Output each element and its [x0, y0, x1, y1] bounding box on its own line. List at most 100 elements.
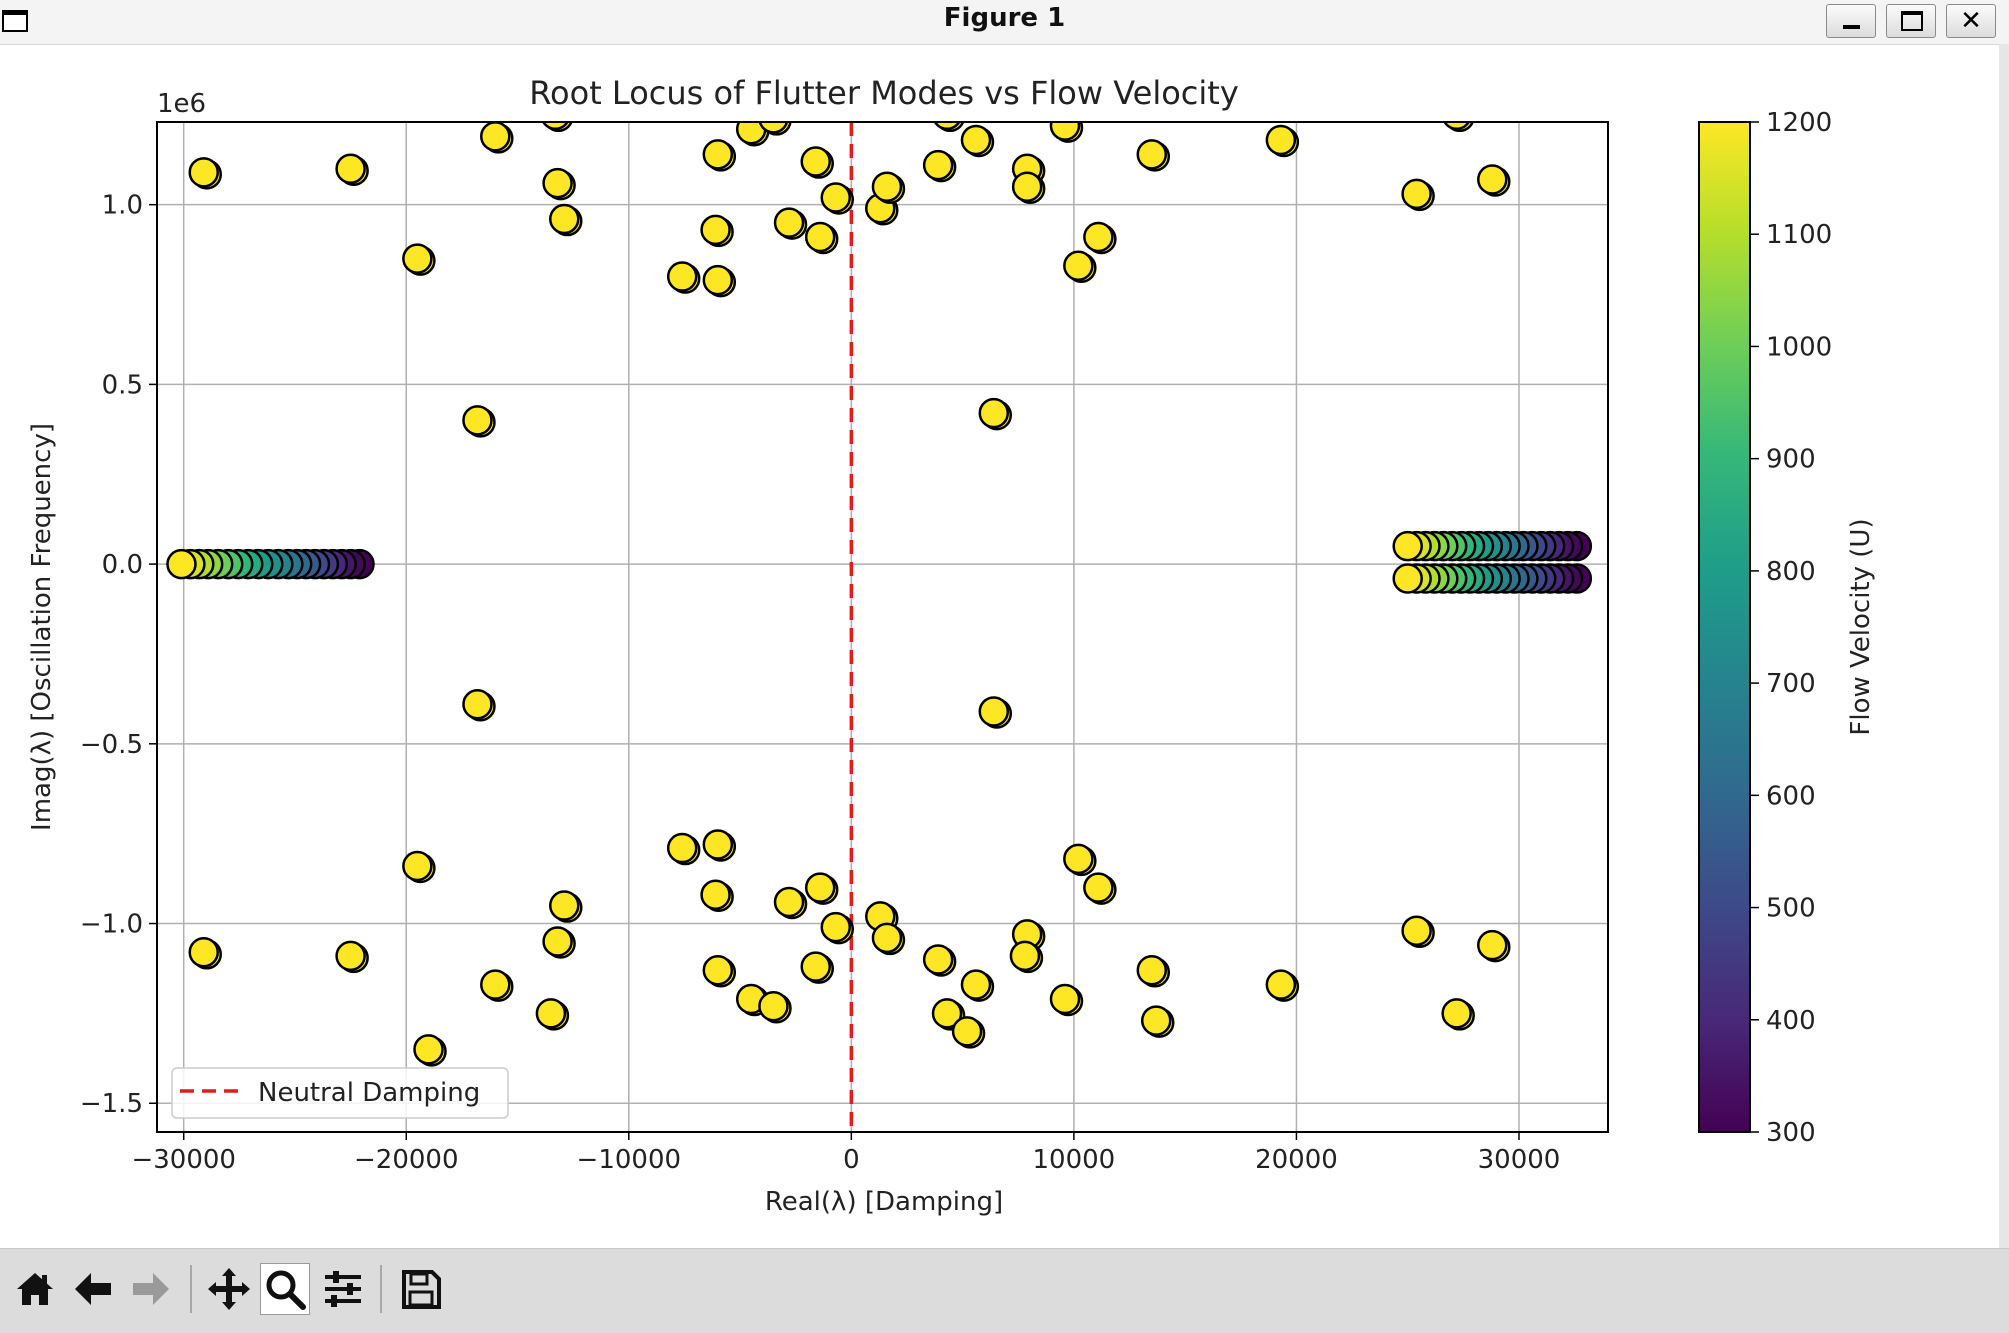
- pan-button[interactable]: [204, 1263, 254, 1315]
- home-button[interactable]: [10, 1263, 60, 1315]
- y-tick-label: −1.0: [80, 910, 143, 940]
- maximize-icon: [1901, 11, 1923, 31]
- scatter-point: [1477, 164, 1508, 195]
- y-axis-ticks: −1.5 −1.0 −0.5 0.0 0.5 1.0: [80, 191, 157, 1119]
- scatter-point: [402, 850, 433, 882]
- scatter-point: [335, 153, 366, 184]
- scatter-point: [1401, 915, 1432, 946]
- scatter-point: [188, 937, 219, 968]
- zoom-button[interactable]: [260, 1263, 310, 1315]
- scatter-point: [702, 829, 734, 860]
- scatter-point: [1063, 250, 1094, 282]
- scatter-point-real-axis: [166, 548, 197, 580]
- y-tick-label: 0.0: [102, 550, 143, 580]
- scatter-point: [804, 221, 836, 253]
- scatter-point: [702, 264, 734, 296]
- back-button[interactable]: [68, 1263, 118, 1315]
- scatter-point: [1477, 929, 1508, 961]
- y-tick-label: 0.5: [102, 370, 143, 400]
- x-tick-label: −10000: [577, 1145, 682, 1175]
- scatter-point: [960, 124, 992, 156]
- scatter-point: [922, 944, 954, 975]
- navigation-toolbar: [0, 1248, 2009, 1333]
- arrow-left-icon: [75, 1273, 111, 1305]
- scatter-point: [922, 149, 954, 181]
- scatter-point: [535, 998, 567, 1029]
- scatter-point: [800, 146, 831, 177]
- y-tick-label: −1.5: [80, 1089, 143, 1119]
- scatter-point: [978, 696, 1010, 727]
- plot-frame: [156, 121, 1609, 1133]
- scatter-point: [335, 940, 366, 972]
- x-axis-ticks: −30000 −20000 −10000 0 10000 20000 30000: [131, 1132, 1560, 1175]
- colorbar-ticks: 300 400 500 600 700 800 900 1000 1100 1200: [1750, 108, 1832, 1148]
- figure-canvas[interactable]: Root Locus of Flutter Modes vs Flow Velo…: [0, 44, 1999, 1248]
- colorbar-tick-label: 1200: [1766, 108, 1832, 138]
- scatter-point: [960, 969, 992, 1000]
- magnifier-icon: [266, 1270, 306, 1310]
- colorbar-tick-label: 1000: [1766, 332, 1832, 362]
- scatter-point: [702, 139, 734, 170]
- scatter-point: [1049, 122, 1081, 141]
- scatter-point: [1083, 221, 1114, 253]
- arrow-right-icon: [133, 1273, 169, 1305]
- close-icon: ✕: [1960, 6, 1982, 36]
- colorbar-tick-label: 500: [1766, 894, 1816, 924]
- move-icon: [208, 1268, 250, 1310]
- scatter-point: [1049, 983, 1081, 1015]
- minimize-button[interactable]: [1826, 4, 1876, 38]
- configure-subplots-button[interactable]: [318, 1263, 368, 1315]
- x-axis-label: Real(λ) [Damping]: [765, 1187, 1003, 1217]
- scatter-point: [1140, 1005, 1172, 1036]
- y-tick-label: 1.0: [102, 191, 143, 221]
- colorbar-tick-label: 700: [1766, 669, 1816, 699]
- x-tick-label: −30000: [131, 1145, 236, 1175]
- legend-box: [171, 1067, 509, 1119]
- x-tick-label: 10000: [1033, 1145, 1116, 1175]
- scatter-point: [413, 1034, 444, 1065]
- scatter-point: [758, 122, 789, 134]
- forward-button[interactable]: [126, 1263, 176, 1315]
- scatter-point: [758, 990, 789, 1022]
- chart-title: Root Locus of Flutter Modes vs Flow Velo…: [529, 74, 1239, 112]
- window-titlebar: Figure 1 ✕: [0, 0, 2009, 45]
- scatter-point: [1136, 955, 1168, 986]
- scatter-point: [820, 911, 852, 943]
- x-tick-label: −20000: [354, 1145, 459, 1175]
- y-tick-label: −0.5: [80, 730, 143, 760]
- scatter-point: [978, 397, 1010, 429]
- home-icon: [17, 1273, 53, 1305]
- scatter-point: [1441, 998, 1472, 1029]
- sliders-icon: [325, 1271, 361, 1307]
- scatter-point: [541, 122, 569, 131]
- scatter-point: [931, 998, 963, 1029]
- scatter-point: [1063, 843, 1094, 875]
- window-title: Figure 1: [943, 3, 1066, 33]
- scatter-point: [800, 951, 831, 982]
- y-axis-label: Imag(λ) [Oscillation Frequency]: [27, 423, 57, 831]
- scatter-point: [462, 405, 493, 436]
- save-button[interactable]: [396, 1263, 446, 1315]
- scatter-point: [871, 171, 903, 202]
- legend-label: Neutral Damping: [258, 1078, 480, 1108]
- scatter-point: [666, 832, 698, 864]
- colorbar-tick-label: 800: [1766, 557, 1816, 587]
- scatter-point: [542, 926, 573, 957]
- scatter-point: [1265, 969, 1297, 1000]
- scatter-point: [549, 890, 580, 921]
- colorbar-tick-label: 1100: [1766, 220, 1832, 250]
- scatter-point: [480, 969, 511, 1000]
- scatter-point: [735, 122, 767, 145]
- scatter-point: [1009, 940, 1041, 972]
- scatter-point: [820, 182, 852, 213]
- scatter-point: [480, 122, 511, 152]
- close-button[interactable]: ✕: [1946, 4, 1996, 38]
- x-tick-label: 30000: [1478, 1145, 1561, 1175]
- scatter-point: [951, 1016, 983, 1047]
- scatter-point: [462, 689, 493, 720]
- maximize-button[interactable]: [1886, 4, 1936, 38]
- toolbar-separator: [190, 1265, 192, 1313]
- colorbar: [1698, 121, 1751, 1133]
- colorbar-tick-label: 300: [1766, 1118, 1816, 1148]
- scatter-point: [666, 261, 698, 292]
